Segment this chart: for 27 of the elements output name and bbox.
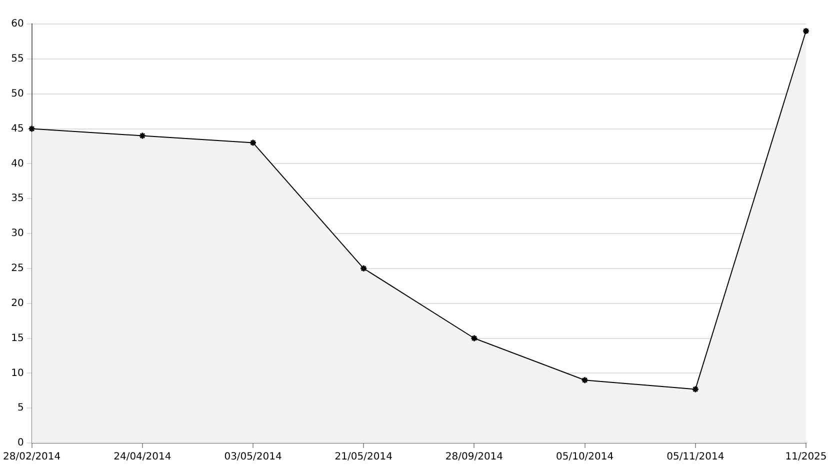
point	[470, 334, 478, 342]
x-tick-label: 11/2025	[785, 452, 827, 463]
y-tick-label: 55	[11, 54, 24, 65]
x-tick-label: 03/05/2014	[224, 452, 282, 463]
x-tick-label: 21/05/2014	[334, 452, 392, 463]
point	[692, 385, 700, 393]
y-tick-label: 10	[11, 368, 24, 379]
y-tick-label: 45	[11, 123, 24, 134]
x-tick-label: 05/11/2014	[666, 452, 724, 463]
y-tick-label: 25	[11, 263, 24, 274]
x-tick-label: 28/09/2014	[445, 452, 504, 463]
y-tick-label: 20	[11, 298, 24, 309]
x-tick-label: 28/02/2014	[3, 452, 61, 463]
point	[581, 376, 589, 384]
y-tick-label: 5	[17, 402, 24, 414]
x-tick-label: 24/04/2014	[114, 452, 172, 463]
x-tick-label: 05/10/2014	[556, 452, 614, 463]
point	[360, 264, 368, 272]
point	[138, 132, 146, 140]
y-tick-label: 0	[17, 438, 24, 449]
y-tick-label: 40	[11, 158, 24, 170]
y-tick-label: 35	[11, 193, 24, 204]
y-tick-label: 50	[11, 88, 24, 100]
point	[249, 138, 257, 146]
y-tick-label: 30	[11, 228, 24, 240]
y-tick-label: 60	[11, 18, 24, 30]
y-tick-label: 15	[11, 332, 24, 344]
